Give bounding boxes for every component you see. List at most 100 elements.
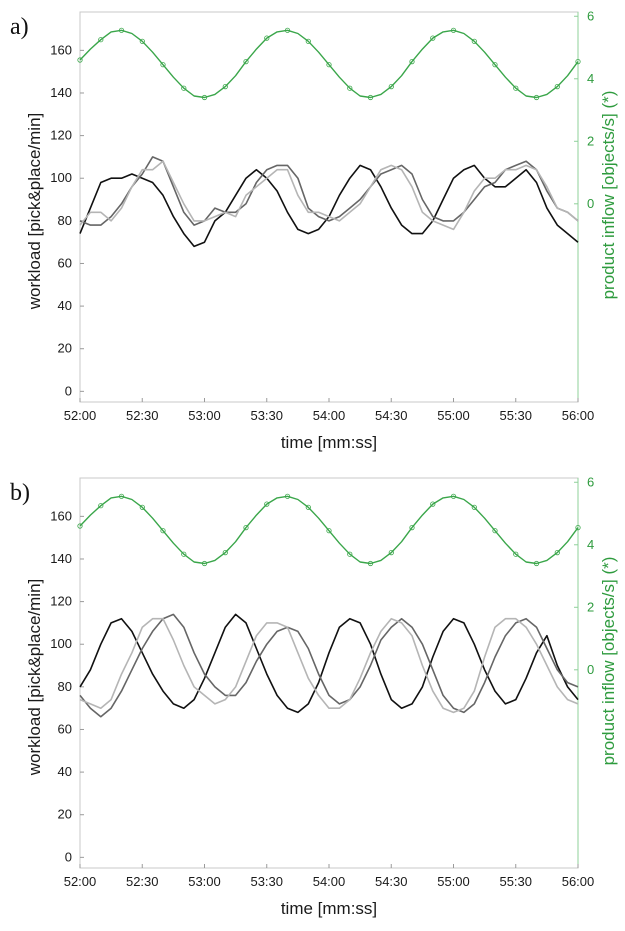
inflow-marker: [118, 27, 125, 33]
x-tick-label: 54:30: [375, 408, 408, 423]
y-tick-label: 120: [50, 594, 72, 609]
y-tick-label: 20: [58, 807, 72, 822]
inflow-marker: [471, 38, 477, 44]
inflow-marker: [347, 85, 353, 91]
y-tick-label: 40: [58, 764, 72, 779]
inflow-marker: [492, 528, 498, 534]
series-line-b-1: [79, 617, 579, 714]
panel-a: a) 0 20 40 60 80 100 120 140 160 0 2 4 6 52:00 52:30 53:…: [0, 0, 625, 465]
y-tick-label: 160: [50, 508, 72, 523]
y-tick-label: 140: [50, 551, 72, 566]
inflow-marker: [575, 58, 581, 65]
y2-tick-label: 2: [587, 599, 594, 614]
inflow-marker: [554, 84, 560, 90]
x-tick-label: 55:30: [499, 408, 532, 423]
inflow-marker: [492, 62, 498, 68]
x-tick-label: 56:00: [562, 874, 595, 889]
x-tick-label: 55:00: [437, 408, 470, 423]
inflow-marker: [77, 523, 83, 529]
y2-tick-label: 0: [587, 196, 594, 211]
inflow-marker: [118, 493, 125, 499]
y2-tick-label: 2: [587, 133, 594, 148]
x-tick-label: 52:00: [64, 874, 97, 889]
panel-b: b) 0 20 40 60 80 100 120 140 160 0 2 4 6 52:00 52:30 53:…: [0, 466, 625, 931]
inflow-marker: [222, 550, 228, 556]
x-tick-label: 53:30: [250, 408, 283, 423]
x-tick-label: 54:00: [313, 874, 346, 889]
inflow-marker: [367, 560, 374, 567]
series-line-b-3: [79, 613, 579, 714]
inflow-marker: [326, 62, 332, 68]
y-tick-label: 40: [58, 298, 72, 313]
inflow-marker: [533, 94, 540, 101]
x-tick-label: 52:00: [64, 408, 97, 423]
x-tick-label: 53:00: [188, 874, 221, 889]
y-tick-label: 20: [58, 341, 72, 356]
inflow-marker: [513, 85, 519, 91]
y2-tick-label: 6: [587, 474, 594, 489]
y2-axis-label: product inflow [objects/s] (*): [599, 91, 618, 300]
x-tick-label: 55:00: [437, 874, 470, 889]
y2-tick-label: 6: [587, 8, 594, 23]
x-tick-label: 53:30: [250, 874, 283, 889]
chart-b: b) 0 20 40 60 80 100 120 140 160 0 2 4 6 52:00 52:30 53:…: [10, 474, 618, 918]
y-tick-label: 100: [50, 170, 72, 185]
inflow-marker: [305, 38, 311, 44]
x-axis-label: time [mm:ss]: [281, 433, 377, 452]
inflow-marker: [388, 550, 394, 556]
inflow-marker: [305, 504, 311, 510]
y-tick-label: 100: [50, 636, 72, 651]
series-line-a-0: [79, 29, 579, 99]
inflow-marker: [243, 58, 249, 65]
inflow-marker: [409, 524, 415, 531]
x-tick-label: 52:30: [126, 874, 159, 889]
y2-tick-label: 4: [587, 537, 594, 552]
inflow-marker: [98, 37, 104, 43]
x-axis-label: time [mm:ss]: [281, 899, 377, 918]
inflow-marker: [430, 35, 436, 41]
y2-axis-label: product inflow [objects/s] (*): [599, 557, 618, 766]
inflow-marker: [430, 501, 436, 507]
plot-frame: [79, 11, 579, 403]
y2-tick-label: 4: [587, 71, 594, 86]
inflow-marker: [367, 94, 374, 101]
inflow-marker: [450, 493, 457, 499]
inflow-marker: [347, 551, 353, 557]
inflow-marker: [575, 524, 581, 531]
inflow-marker: [284, 27, 291, 33]
y-tick-label: 60: [58, 721, 72, 736]
inflow-marker: [160, 62, 166, 68]
series-line-a-1: [79, 160, 579, 231]
panel-label: b): [10, 480, 30, 506]
inflow-marker: [201, 560, 208, 567]
inflow-marker: [181, 551, 187, 557]
y-tick-label: 0: [65, 849, 72, 864]
y-tick-label: 80: [58, 679, 72, 694]
x-tick-label: 54:00: [313, 408, 346, 423]
x-tick-label: 53:00: [188, 408, 221, 423]
y-tick-label: 80: [58, 213, 72, 228]
inflow-marker: [264, 35, 270, 41]
inflow-marker: [533, 560, 540, 567]
x-tick-label: 52:30: [126, 408, 159, 423]
series-line-b-0: [79, 495, 579, 565]
y-tick-label: 140: [50, 85, 72, 100]
inflow-marker: [201, 94, 208, 101]
inflow-marker: [388, 84, 394, 90]
inflow-marker: [139, 38, 145, 44]
series-line-a-3: [79, 164, 579, 248]
inflow-marker: [222, 84, 228, 90]
x-tick-label: 56:00: [562, 408, 595, 423]
x-tick-label: 54:30: [375, 874, 408, 889]
inflow-marker: [554, 550, 560, 556]
inflow-marker: [160, 528, 166, 534]
inflow-marker: [77, 57, 83, 63]
inflow-marker: [98, 503, 104, 509]
inflow-marker: [326, 528, 332, 534]
y2-tick-label: 0: [587, 662, 594, 677]
panel-label: a): [10, 14, 29, 40]
y-tick-label: 120: [50, 128, 72, 143]
y-axis-label: workload [pick&place/min]: [25, 579, 44, 777]
inflow-marker: [471, 504, 477, 510]
inflow-marker: [264, 501, 270, 507]
